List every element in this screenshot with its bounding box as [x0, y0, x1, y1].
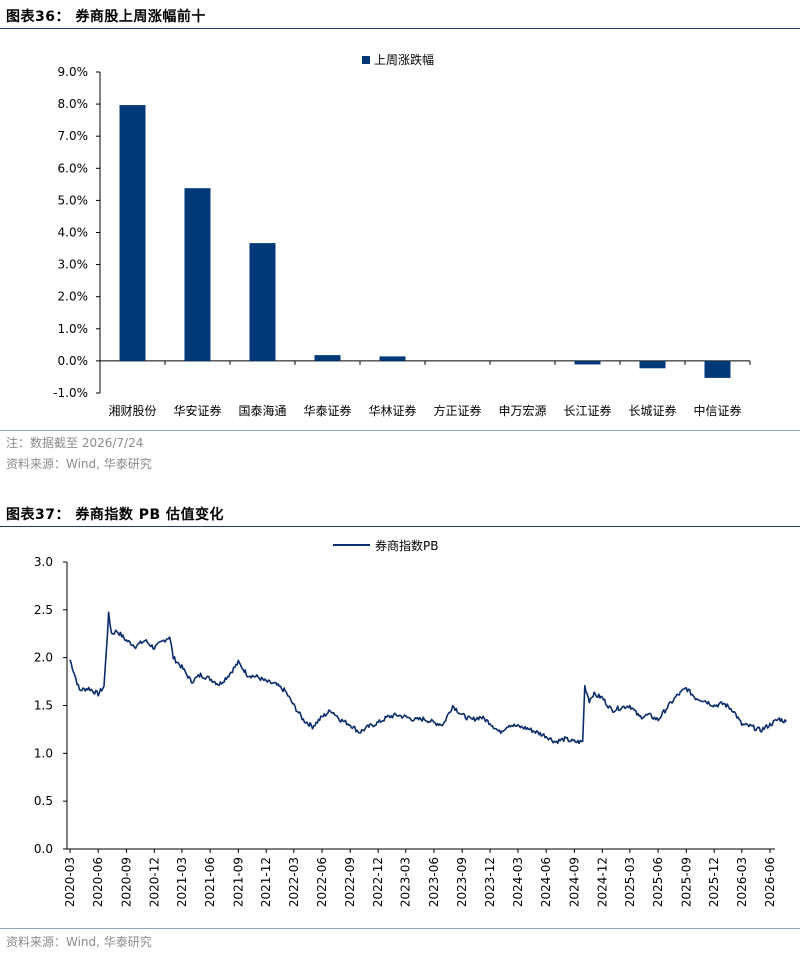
x-tick-label: 2024-03	[511, 857, 525, 907]
x-tick-label: 2023-09	[455, 857, 469, 907]
figure36-title: 图表36： 券商股上周涨幅前十	[6, 9, 206, 25]
figure37-title-rule	[0, 526, 800, 527]
x-category-label: 湘财股份	[108, 403, 156, 418]
bar-chart: 上周涨跌幅 9.0% 8.0% 7.0% 6.0% 5.0% 4.0% 3.0% 2.0% 1.0…	[53, 52, 751, 418]
x-category-label: 长城证券	[628, 403, 676, 418]
figure36-bottom-rule	[0, 430, 800, 431]
x-tick-label: 2020-06	[91, 857, 105, 907]
x-category-label: 中信证券	[693, 403, 741, 418]
bar-3	[249, 243, 276, 361]
y-tick-label: 2.0%	[58, 290, 89, 304]
y-tick-label: 4.0%	[58, 226, 89, 240]
y-tick-label: 2.5	[34, 603, 53, 617]
figure36-source: 资料来源：Wind, 华泰研究	[6, 457, 152, 471]
x-tick-label: 2021-12	[259, 857, 273, 907]
y-tick-label: 1.0	[34, 746, 53, 760]
pb-series-line	[69, 611, 787, 745]
x-tick-label: 2025-09	[679, 857, 693, 907]
figure36-title-rule	[0, 28, 800, 29]
y-tick-label: 6.0%	[58, 161, 89, 175]
y-tick-label: 3.0%	[58, 258, 89, 272]
x-category-label: 华林证券	[368, 403, 416, 418]
y-tick-label: 1.0%	[58, 322, 89, 336]
y-tick-label: 5.0%	[58, 193, 89, 207]
y-tick-label: -1.0%	[53, 386, 88, 400]
x-tick-label: 2020-12	[147, 857, 161, 907]
x-category-label: 长江证券	[563, 403, 611, 418]
bar-5	[379, 356, 406, 361]
x-tick-label: 2026-03	[735, 857, 749, 907]
y-tick-label: 0.5	[34, 794, 53, 808]
y-tick-label: 8.0%	[58, 97, 89, 111]
x-tick-label: 2023-03	[399, 857, 413, 907]
y-tick-label: 9.0%	[58, 65, 89, 79]
x-category-label: 申万宏源	[498, 403, 546, 418]
bar-2	[184, 188, 211, 361]
legend-label: 券商指数PB	[375, 538, 438, 553]
x-tick-label: 2020-09	[119, 857, 133, 907]
x-tick-label: 2025-06	[651, 857, 665, 907]
x-tick-label: 2022-12	[371, 857, 385, 907]
x-tick-label: 2022-06	[315, 857, 329, 907]
bar-9	[639, 360, 666, 369]
line-chart: 券商指数PB 3.0 2.5 2.0 1.5 1.0 0.5 0.0 2020-03 2020-0…	[34, 538, 787, 907]
x-tick-label: 2025-03	[623, 857, 637, 907]
x-category-label: 国泰海通	[238, 403, 286, 418]
x-category-label: 华泰证券	[303, 403, 351, 418]
y-tick-label: 1.5	[34, 699, 53, 713]
x-tick-label: 2022-03	[287, 857, 301, 907]
figure37-source: 资料来源：Wind, 华泰研究	[6, 935, 152, 949]
bar-1	[119, 105, 146, 361]
x-category-label: 方正证券	[433, 403, 481, 418]
x-tick-label: 2021-06	[203, 857, 217, 907]
y-tick-label: 7.0%	[58, 129, 89, 143]
bar-4	[314, 355, 341, 361]
y-tick-label: 0.0%	[58, 354, 89, 368]
legend-swatch	[362, 56, 370, 64]
y-tick-label: 0.0	[34, 842, 53, 856]
x-tick-label: 2021-09	[231, 857, 245, 907]
x-tick-label: 2025-12	[707, 857, 721, 907]
x-category-label: 华安证券	[173, 403, 221, 418]
bar-10	[704, 360, 731, 378]
x-tick-label: 2024-06	[539, 857, 553, 907]
x-tick-label: 2023-06	[427, 857, 441, 907]
x-tick-label: 2023-12	[483, 857, 497, 907]
x-tick-label: 2022-09	[343, 857, 357, 907]
bar-8	[574, 360, 601, 365]
figure36-note: 注：数据截至 2026/7/24	[6, 436, 144, 450]
figure37-title: 图表37： 券商指数 PB 估值变化	[6, 507, 225, 523]
x-tick-label: 2024-09	[567, 857, 581, 907]
x-tick-label: 2026-06	[763, 857, 777, 907]
figure37-bottom-rule	[0, 928, 800, 929]
y-tick-label: 3.0	[34, 555, 53, 569]
y-tick-label: 2.0	[34, 651, 53, 665]
x-tick-label: 2020-03	[63, 857, 77, 907]
x-tick-label: 2021-03	[175, 857, 189, 907]
legend-label: 上周涨跌幅	[374, 52, 434, 67]
x-tick-label: 2024-12	[595, 857, 609, 907]
